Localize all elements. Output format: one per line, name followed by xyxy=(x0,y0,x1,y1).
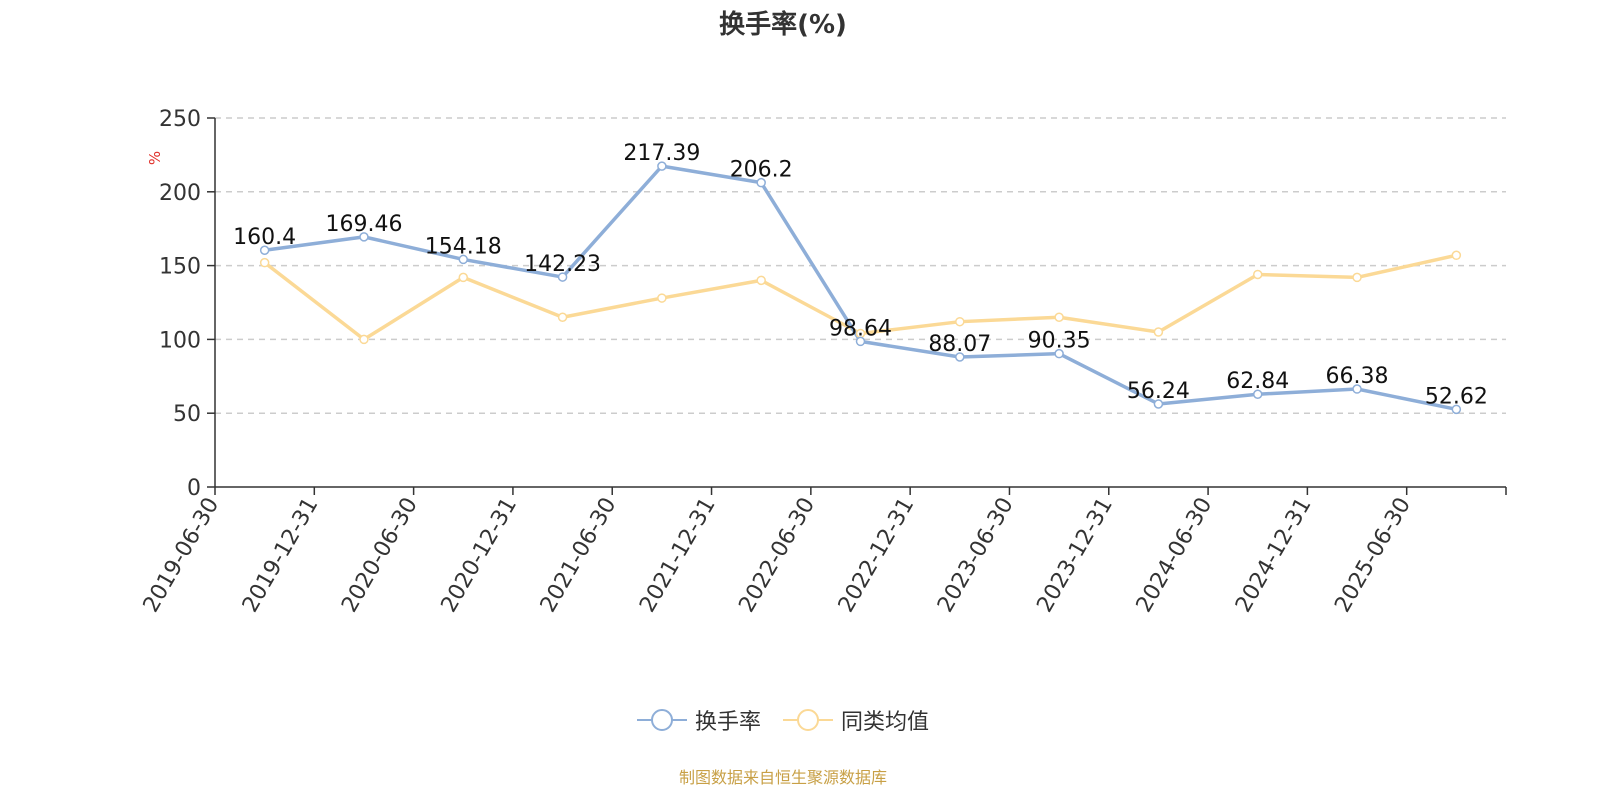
data-label: 52.62 xyxy=(1425,384,1488,409)
data-label: 217.39 xyxy=(623,141,700,166)
data-labels: 160.4 169.46 154.18 142.23 217.39 206.2 98.64 8… xyxy=(233,141,1488,409)
data-point xyxy=(1054,348,1064,359)
data-label: 98.64 xyxy=(829,316,892,341)
data-label: 169.46 xyxy=(325,212,402,237)
x-tick-label: 2022-12-31 xyxy=(834,493,920,616)
x-tick-label: 2024-06-30 xyxy=(1132,494,1218,617)
y-tick-label: 50 xyxy=(173,402,201,427)
data-point xyxy=(458,272,469,283)
y-tick-label: 100 xyxy=(159,328,201,353)
data-point xyxy=(259,245,270,255)
data-point xyxy=(359,232,369,242)
data-label: 90.35 xyxy=(1028,329,1091,354)
data-point xyxy=(557,272,568,282)
data-point xyxy=(657,293,667,303)
data-point xyxy=(557,312,568,323)
data-point xyxy=(1153,399,1164,409)
data-point xyxy=(1252,269,1263,280)
data-label: 62.84 xyxy=(1226,369,1289,394)
x-tick-label: 2023-06-30 xyxy=(933,494,1019,617)
data-point xyxy=(955,352,965,362)
y-tick-label: 200 xyxy=(159,181,201,206)
data-point xyxy=(955,316,965,327)
x-tick-label: 2024-12-31 xyxy=(1231,494,1317,617)
x-tick-label: 2020-06-30 xyxy=(337,493,423,616)
data-point xyxy=(756,177,766,188)
legend-item-series-2[interactable]: 同类均值 xyxy=(783,704,929,736)
data-point xyxy=(756,275,766,286)
data-point xyxy=(657,161,667,171)
data-point xyxy=(1153,327,1164,337)
x-tick-label: 2020-12-31 xyxy=(437,494,523,617)
legend-symbol-icon xyxy=(783,708,833,732)
data-label: 206.2 xyxy=(730,158,793,183)
x-tick-label: 2021-12-31 xyxy=(635,494,721,617)
data-point xyxy=(1352,384,1362,394)
y-tick-label: 150 xyxy=(159,255,201,280)
data-label: 88.07 xyxy=(928,332,991,357)
y-tick-label: 250 xyxy=(159,107,201,132)
x-tick-label: 2023-12-31 xyxy=(1032,494,1118,617)
legend-label: 换手率 xyxy=(694,710,761,735)
data-label: 66.38 xyxy=(1326,364,1389,389)
data-point xyxy=(1252,389,1263,399)
x-tick-label: 2021-06-30 xyxy=(536,494,622,617)
legend: 换手率 同类均值 xyxy=(0,704,1566,736)
data-point xyxy=(855,336,866,347)
x-tick-label: 2019-06-30 xyxy=(139,494,225,617)
series-points xyxy=(259,161,1462,415)
data-label: 160.4 xyxy=(233,225,296,250)
chart-title: 换手率(%) xyxy=(719,10,847,40)
x-tick-label: 2025-06-30 xyxy=(1330,494,1416,617)
data-point xyxy=(1451,404,1462,415)
legend-item-series-1[interactable]: 换手率 xyxy=(636,704,761,736)
grid-lines xyxy=(215,117,1506,414)
data-point xyxy=(1451,250,1462,261)
data-label: 142.23 xyxy=(524,252,601,277)
y-axis-unit-label: % xyxy=(146,151,164,165)
data-point xyxy=(259,257,270,268)
data-point xyxy=(1054,312,1064,323)
y-tick-label: 0 xyxy=(187,476,201,501)
data-point xyxy=(458,254,469,265)
data-point xyxy=(1352,272,1362,283)
source-note: 制图数据来自恒生聚源数据库 xyxy=(678,768,887,787)
x-tick-label: 2019-12-31 xyxy=(238,494,324,617)
data-point xyxy=(359,334,369,345)
legend-label: 同类均值 xyxy=(841,710,930,735)
legend-symbol-icon xyxy=(636,708,687,732)
data-label: 56.24 xyxy=(1127,379,1190,404)
x-tick-label: 2022-06-30 xyxy=(734,494,820,617)
data-label: 154.18 xyxy=(425,234,502,259)
